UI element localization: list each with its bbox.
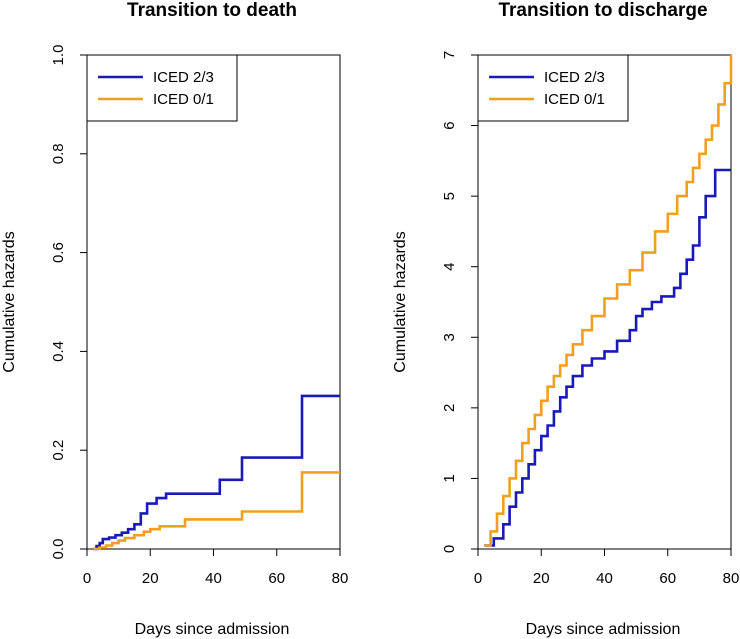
chart-title: Transition to discharge: [498, 0, 707, 21]
y-tick-label: 0.2: [50, 440, 67, 461]
x-tick-label: 40: [596, 570, 613, 587]
series-lines: [93, 394, 340, 551]
y-tick-label: 0.0: [50, 539, 67, 560]
series-line-iced-0-1: [93, 471, 340, 551]
x-tick-label: 80: [723, 570, 740, 587]
series-line-iced-2-3: [93, 394, 340, 551]
legend: ICED 2/3 ICED 0/1: [86, 54, 238, 122]
x-tick-label: 0: [474, 570, 482, 587]
y-tick-label: 1.0: [50, 45, 67, 66]
legend-label-iced-0-1: ICED 0/1: [153, 91, 214, 108]
y-axis: 0 1 2 3 4 5 6 7: [441, 51, 478, 553]
y-tick-label: 6: [441, 121, 458, 129]
x-axis-label: Days since admission: [526, 621, 681, 638]
chart-discharge: Transition to discharge 0 20 40 60 80 0 1 2 3 4 5…: [392, 0, 739, 638]
y-tick-label: 1: [441, 474, 458, 482]
chart-death: Transition to death 0 20 40 60 80 0.00.20.40…: [1, 0, 348, 638]
legend-box: [477, 54, 629, 122]
x-tick-label: 80: [332, 570, 349, 587]
y-tick-label: 7: [441, 51, 458, 59]
legend-label-iced-2-3: ICED 2/3: [153, 69, 214, 86]
x-tick-label: 60: [659, 570, 676, 587]
y-tick-label: 2: [441, 404, 458, 412]
y-tick-label: 0.6: [50, 242, 67, 263]
series-line-iced-0-1: [484, 55, 733, 547]
x-axis: 0 20 40 60 80: [83, 549, 349, 587]
y-tick-label: 5: [441, 192, 458, 200]
legend: ICED 2/3 ICED 0/1: [477, 54, 629, 122]
y-tick-label: 0.8: [50, 143, 67, 164]
y-tick-label: 3: [441, 333, 458, 341]
chart-title: Transition to death: [127, 0, 297, 21]
y-axis-label: Cumulative hazards: [392, 231, 409, 372]
x-tick-label: 40: [205, 570, 222, 587]
y-axis: 0.0 0.2 0.4 0.6 0.8 1.0: [50, 45, 87, 560]
legend-label-iced-2-3: ICED 2/3: [544, 69, 605, 86]
legend-box: [86, 54, 238, 122]
y-tick-label: 0.4: [50, 341, 67, 362]
series-lines: [484, 55, 733, 547]
x-tick-label: 20: [142, 570, 159, 587]
y-axis-label: Cumulative hazards: [1, 231, 18, 372]
x-axis: 0 20 40 60 80: [474, 549, 740, 587]
y-tick-label: 0: [441, 545, 458, 553]
x-axis-label: Days since admission: [135, 621, 290, 638]
x-tick-label: 20: [533, 570, 550, 587]
series-line-iced-2-3: [484, 168, 731, 547]
y-tick-label: 4: [441, 263, 458, 271]
legend-label-iced-0-1: ICED 0/1: [544, 91, 605, 108]
x-tick-label: 0: [83, 570, 91, 587]
x-tick-label: 60: [268, 570, 285, 587]
